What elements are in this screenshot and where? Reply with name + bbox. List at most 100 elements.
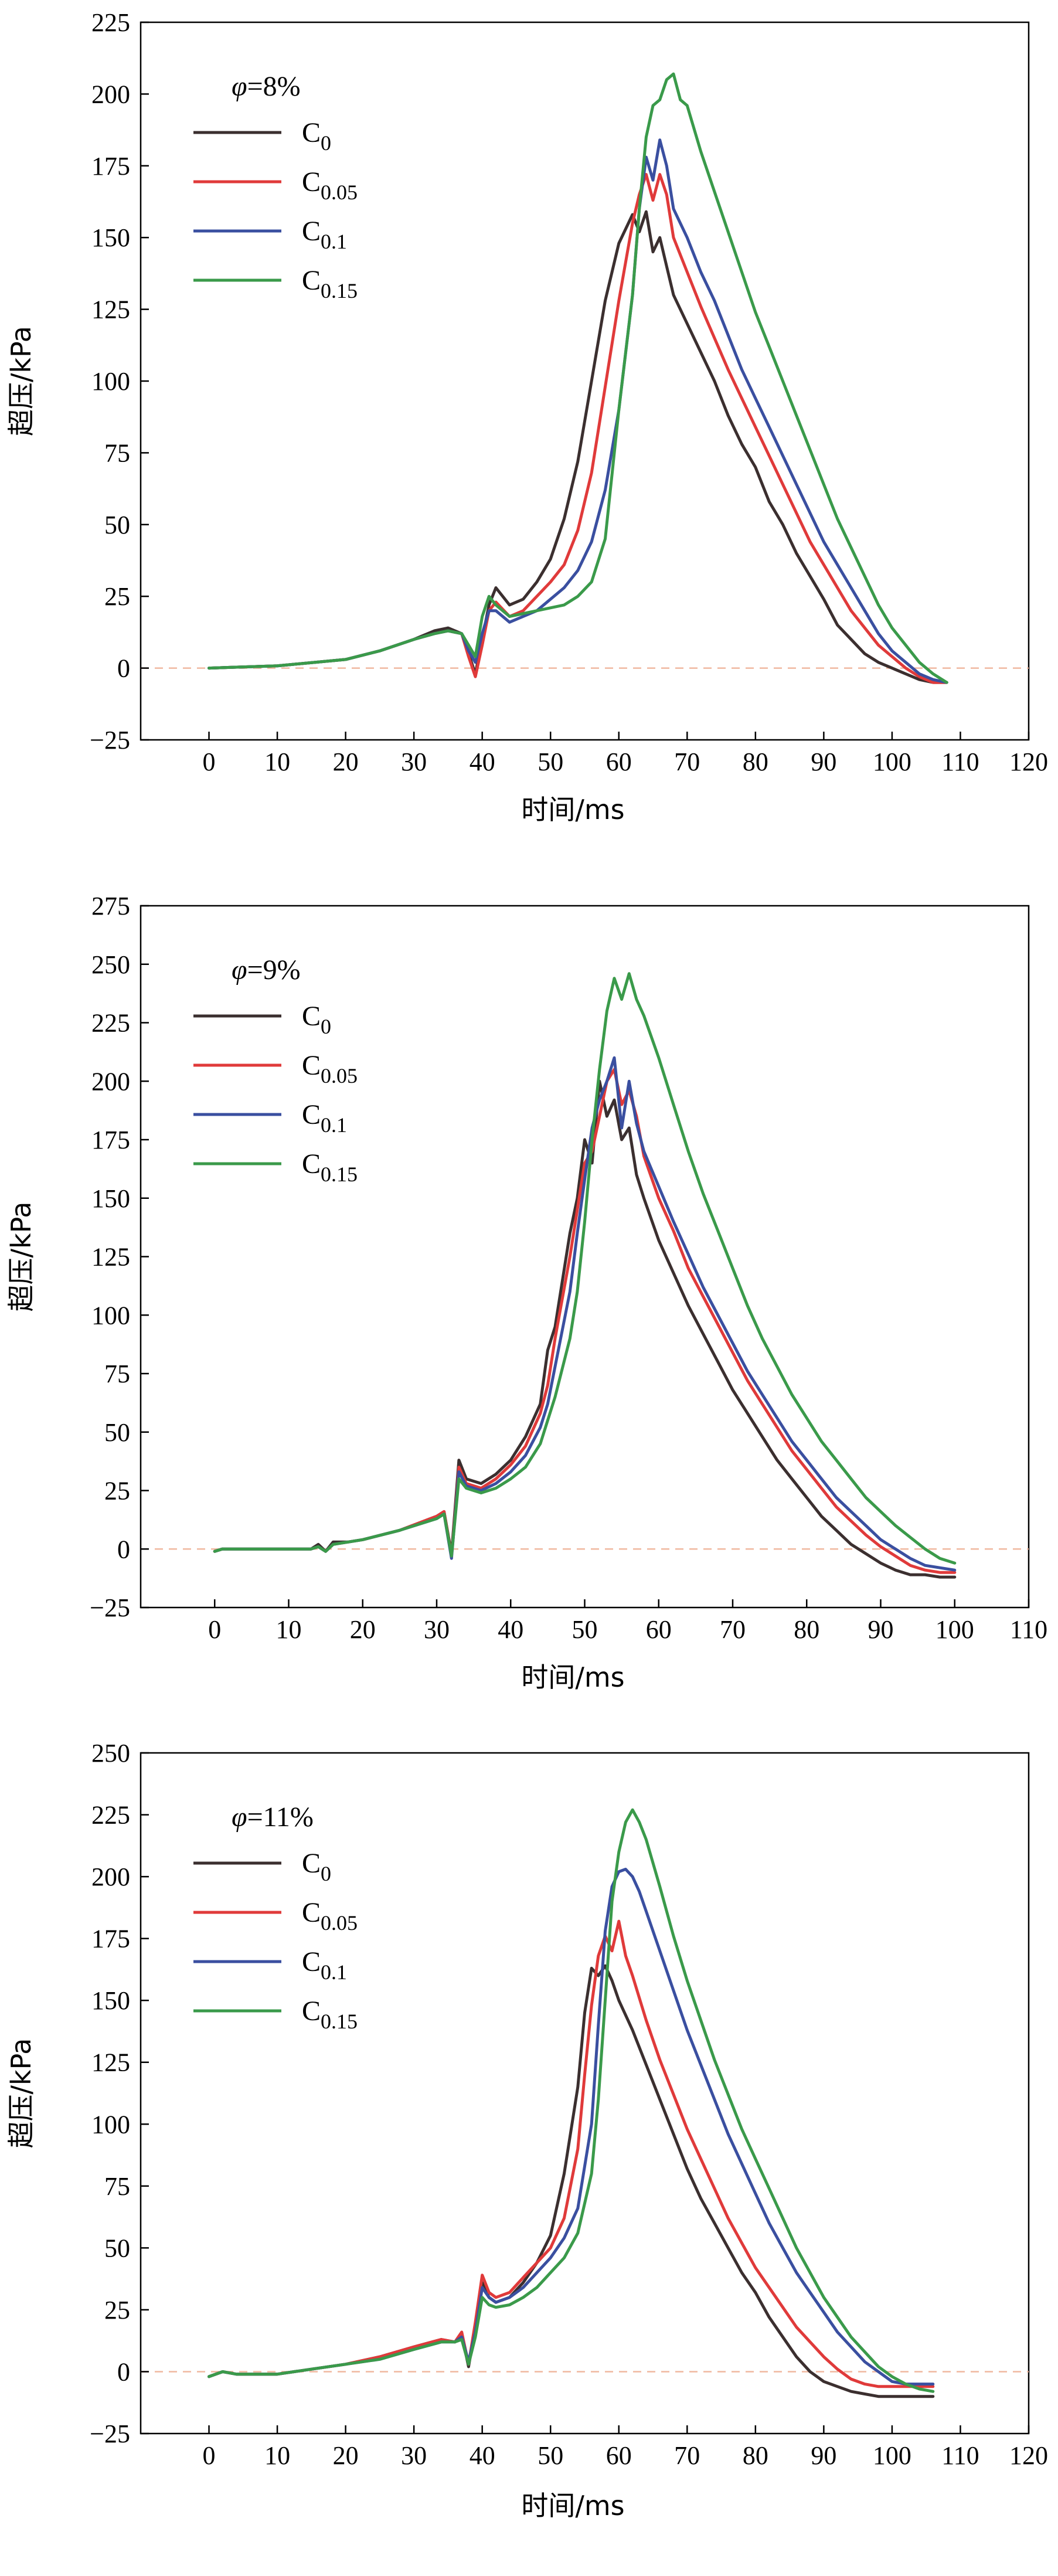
y-tick-label: 150 — [91, 1986, 130, 2015]
x-tick-label: 30 — [401, 2441, 427, 2470]
y-tick-label: 200 — [91, 1863, 130, 1891]
y-tick-label: 25 — [104, 1477, 130, 1506]
x-tick-label: 120 — [1009, 747, 1048, 776]
x-tick-label: 100 — [935, 1615, 974, 1644]
y-tick-label: 125 — [91, 2048, 130, 2077]
legend-title-symbol: φ — [232, 954, 247, 985]
legend-label-subscript: 0 — [321, 131, 331, 155]
x-tick-label: 20 — [333, 747, 359, 776]
series-line-c0-15 — [207, 1808, 935, 2393]
x-tick-label: 100 — [873, 2441, 911, 2470]
y-tick-label: 75 — [104, 2172, 130, 2201]
plot-frame — [140, 1752, 1030, 2435]
x-tick-label: 20 — [333, 2441, 359, 2470]
legend-label: C0.05 — [302, 1050, 358, 1088]
legend-label-subscript: 0.15 — [321, 1163, 358, 1186]
y-tick-label: 150 — [91, 223, 130, 252]
legend-label: C0 — [302, 117, 331, 155]
y-tick-label: 175 — [91, 1126, 130, 1154]
legend-title: φ=11% — [232, 1802, 314, 1833]
legend-label-main: C — [302, 1050, 321, 1081]
y-tick-label: 125 — [91, 1243, 130, 1272]
y-tick-label: 75 — [104, 439, 130, 467]
x-tick-label: 50 — [537, 747, 563, 776]
plot-frame — [140, 905, 1030, 1609]
x-tick-label: 110 — [941, 747, 979, 776]
series-line-c0-15 — [207, 72, 948, 684]
legend-label-main: C — [302, 1996, 321, 2027]
y-axis-title: 超压/kPa — [5, 2038, 37, 2149]
y-tick-label: 50 — [104, 1418, 130, 1447]
legend-label-main: C — [302, 265, 321, 296]
legend-label-main: C — [302, 117, 321, 148]
series-line-c0-05 — [207, 173, 948, 684]
legend-label: C0 — [302, 1001, 331, 1038]
y-tick-label: 75 — [104, 1360, 130, 1388]
y-tick-label: 250 — [91, 950, 130, 979]
legend-label-subscript: 0.15 — [321, 279, 358, 303]
x-tick-label: 80 — [794, 1615, 819, 1644]
x-tick-label: 80 — [743, 747, 768, 776]
x-axis-title: 时间/ms — [521, 1661, 624, 1693]
x-tick-label: 90 — [868, 1615, 894, 1644]
y-tick-label: −25 — [90, 726, 130, 755]
x-axis-title: 时间/ms — [521, 794, 624, 825]
x-tick-label: 40 — [470, 2441, 495, 2470]
legend-label-subscript: 0.15 — [321, 2010, 358, 2033]
x-tick-label: 90 — [811, 2441, 836, 2470]
y-tick-label: 0 — [117, 1535, 130, 1564]
y-tick-label: 225 — [91, 1801, 130, 1830]
legend-label-subscript: 0 — [321, 1862, 331, 1885]
x-tick-label: 70 — [674, 2441, 700, 2470]
legend-label-subscript: 0.05 — [321, 1911, 358, 1935]
x-tick-label: 50 — [537, 2441, 563, 2470]
x-tick-label: 60 — [606, 747, 632, 776]
legend-label-main: C — [302, 1099, 321, 1130]
x-tick-label: 0 — [208, 1615, 221, 1644]
y-tick-label: 150 — [91, 1184, 130, 1213]
x-axis-title: 时间/ms — [521, 2490, 624, 2521]
legend-title-value: =11% — [247, 1802, 314, 1833]
legend-label-main: C — [302, 1897, 321, 1928]
y-tick-label: 200 — [91, 80, 130, 108]
y-tick-label: 100 — [91, 367, 130, 396]
series-line-c0-1 — [207, 138, 948, 684]
y-tick-label: 25 — [104, 582, 130, 611]
y-tick-label: 0 — [117, 654, 130, 683]
x-tick-label: 20 — [350, 1615, 376, 1644]
chart-phi-8: 0 10 20 30 40 50 60 70 80 90 100 110 120 −25 0 25 50 75 10… — [5, 8, 1048, 825]
legend-label: C0.1 — [302, 1099, 347, 1137]
legend-label-main: C — [302, 1946, 321, 1977]
y-tick-label: 100 — [91, 2110, 130, 2139]
series-line-c0-05 — [207, 1919, 935, 2388]
legend-label-main: C — [302, 1148, 321, 1180]
legend-label-subscript: 0.1 — [321, 230, 347, 253]
y-tick-label: 100 — [91, 1301, 130, 1330]
series-line-c0-15 — [213, 972, 957, 1565]
x-tick-label: 60 — [646, 1615, 672, 1644]
x-tick-label: 40 — [498, 1615, 523, 1644]
legend-label: C0.15 — [302, 1996, 358, 2033]
x-tick-label: 100 — [873, 747, 911, 776]
legend-label: C0.1 — [302, 1946, 347, 1984]
legend-label: C0.05 — [302, 1897, 358, 1935]
legend-label-main: C — [302, 1001, 321, 1032]
x-tick-label: 60 — [606, 2441, 632, 2470]
x-tick-label: 40 — [470, 747, 495, 776]
y-tick-label: 50 — [104, 2234, 130, 2262]
x-tick-label: 10 — [264, 2441, 290, 2470]
legend-label: C0.15 — [302, 1148, 358, 1186]
y-tick-label: 225 — [91, 1009, 130, 1038]
y-tick-label: 50 — [104, 511, 130, 539]
chart-phi-9: 0 10 20 30 40 50 60 70 80 90 100 110 −25 0 25 50 75 100 12… — [5, 892, 1047, 1693]
legend-label-subscript: 0.05 — [321, 181, 358, 204]
x-tick-label: 0 — [203, 2441, 216, 2470]
y-tick-label: 250 — [91, 1739, 130, 1768]
y-tick-label: 25 — [104, 2296, 130, 2324]
y-tick-label: −25 — [90, 2419, 130, 2448]
legend-title-symbol: φ — [232, 1802, 247, 1833]
legend-label: C0 — [302, 1848, 331, 1885]
x-tick-label: 70 — [674, 747, 700, 776]
legend-label-main: C — [302, 166, 321, 198]
y-axis-title: 超压/kPa — [5, 1202, 37, 1312]
